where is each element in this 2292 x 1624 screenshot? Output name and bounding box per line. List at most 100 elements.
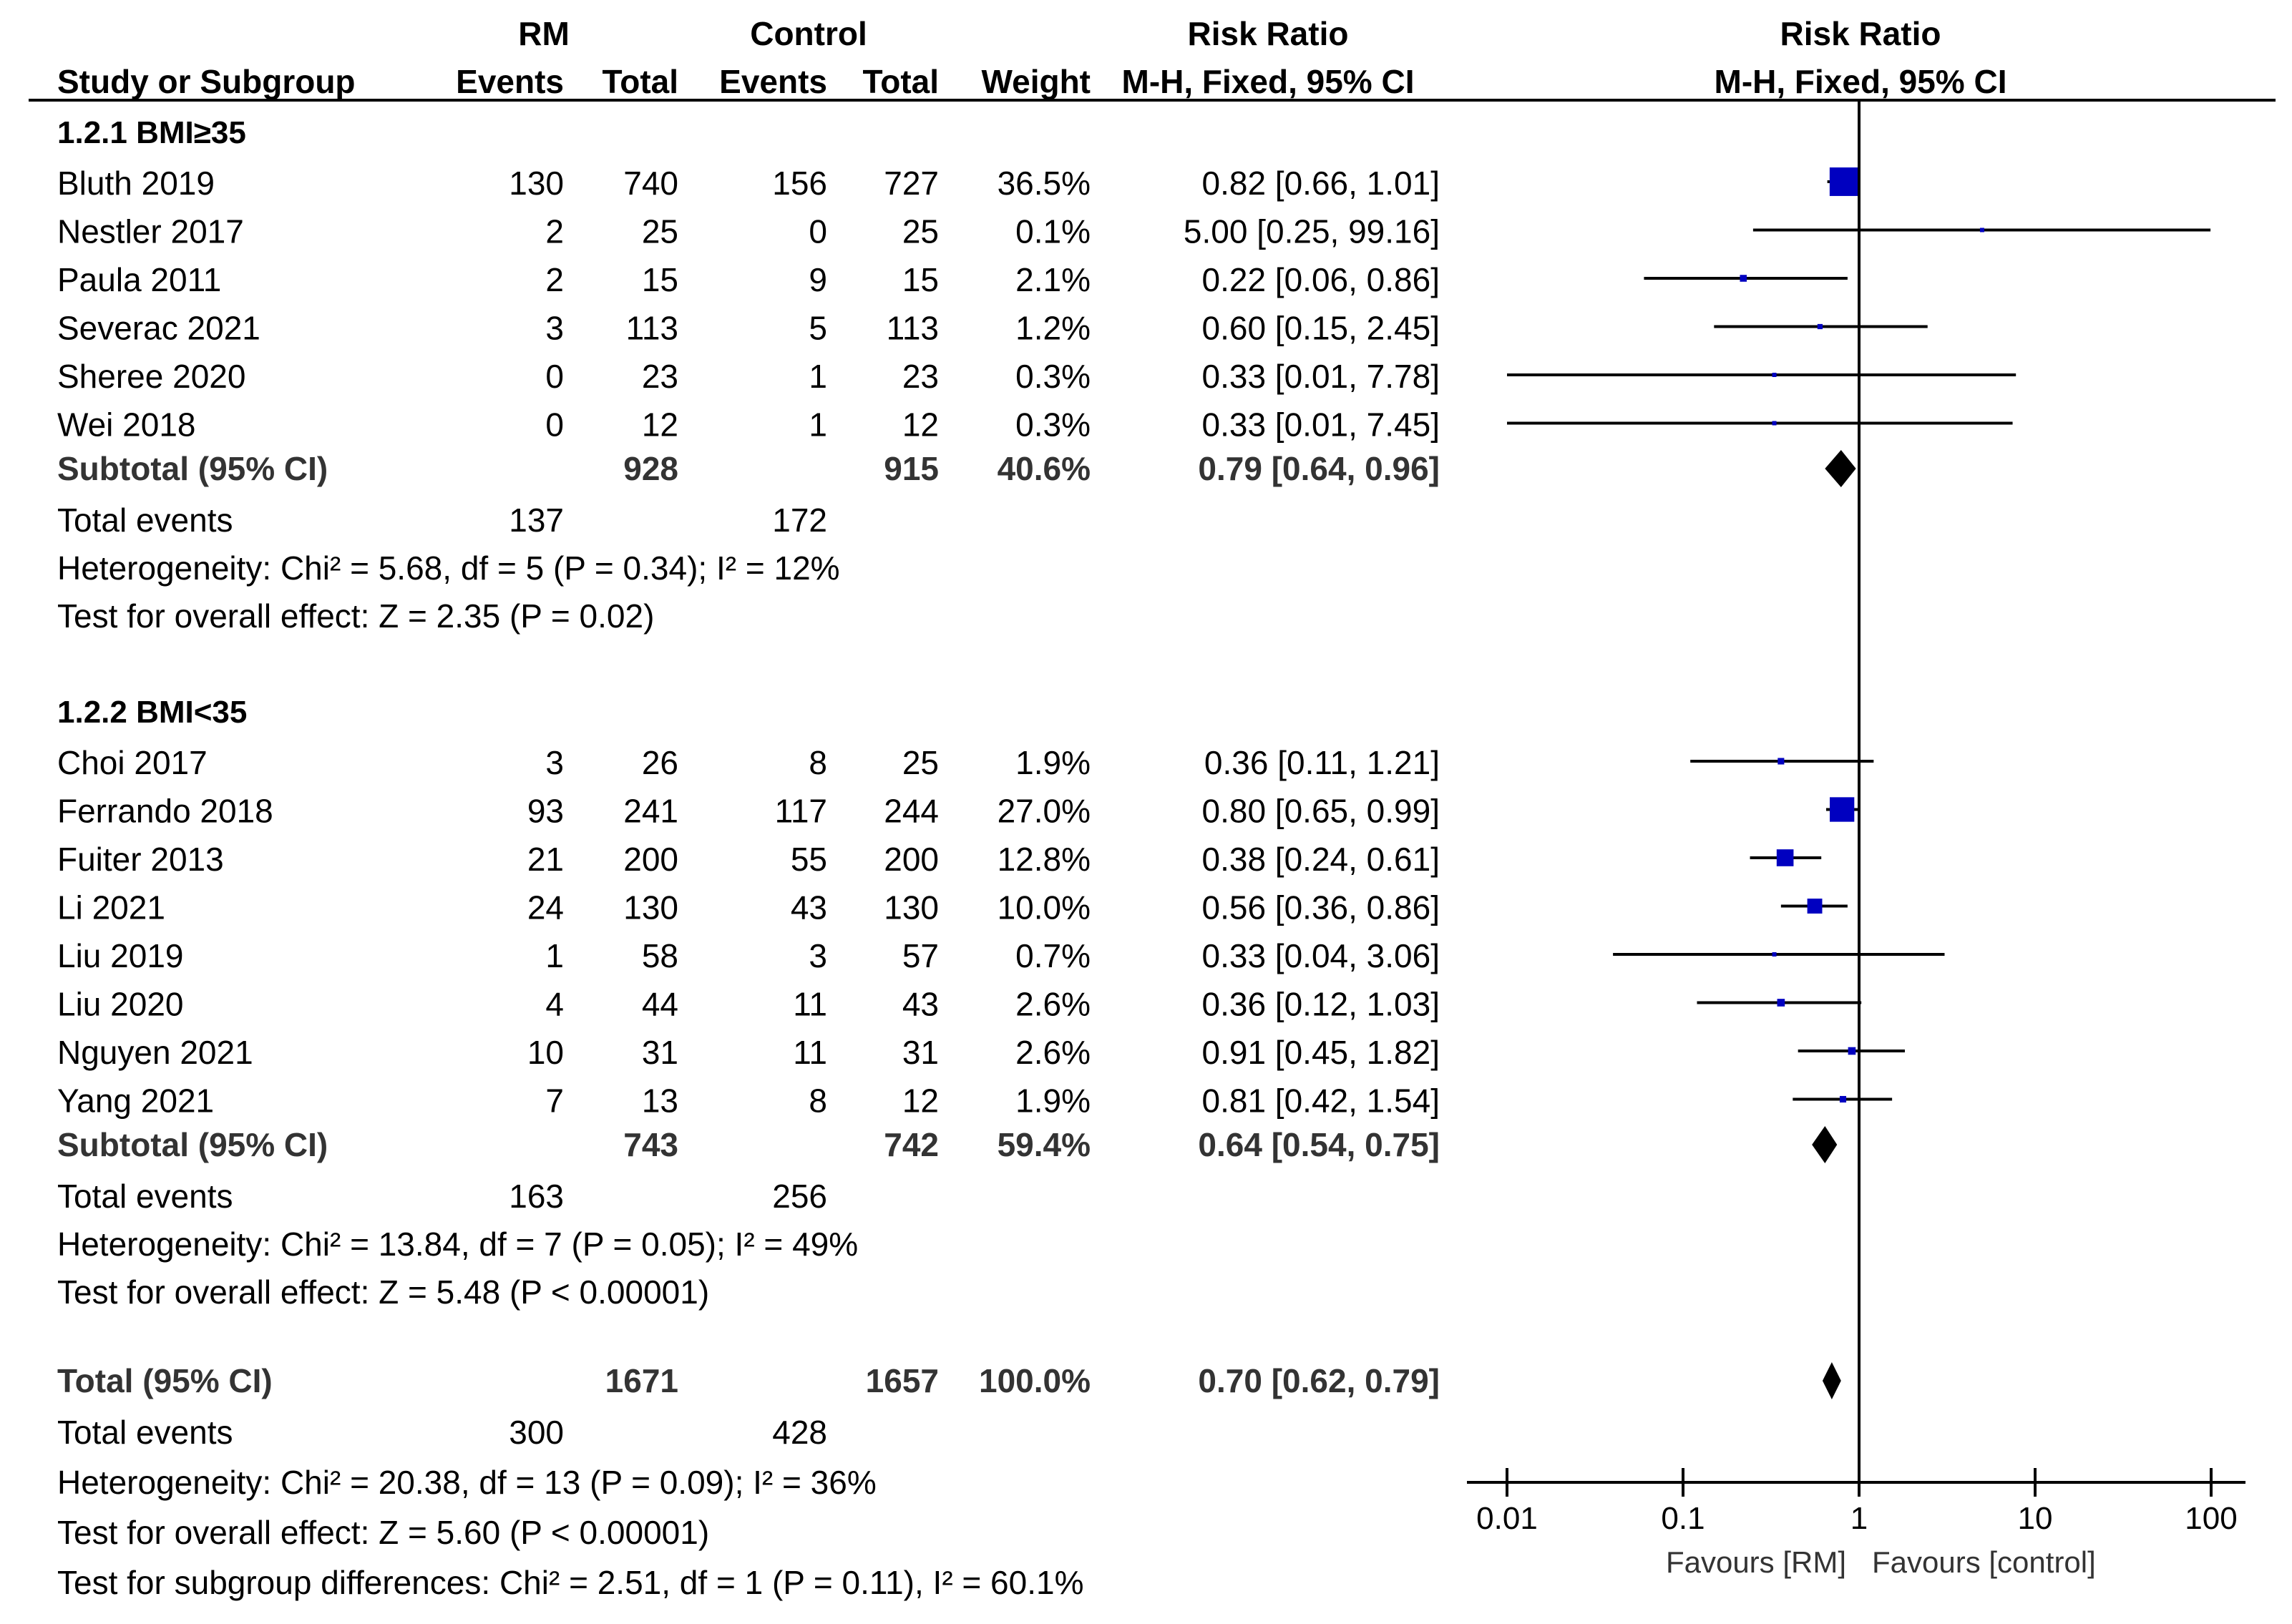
total-events-rm: 137 [509, 502, 564, 539]
subgroup-difference-text: Test for subgroup differences: Chi² = 2.… [57, 1564, 1084, 1601]
study-name: Yang 2021 [57, 1082, 214, 1120]
total-rm: 44 [642, 986, 678, 1023]
point-estimate-square [1772, 952, 1777, 957]
favours-right-label: Favours [control] [1872, 1545, 2096, 1579]
events-rm: 7 [545, 1082, 564, 1120]
header-total-control: Total [863, 63, 939, 100]
events-control: 1 [809, 406, 827, 444]
header-events-control: Events [719, 63, 827, 100]
subtotal-total-rm: 928 [623, 450, 678, 487]
events-control: 3 [809, 937, 827, 974]
total-rm: 58 [642, 937, 678, 974]
header-weight: Weight [982, 63, 1091, 100]
study-weight: 36.5% [998, 165, 1091, 202]
subtotal-total-rm: 743 [623, 1126, 678, 1163]
total-events-rm: 163 [509, 1178, 564, 1215]
point-estimate-square [1830, 797, 1855, 822]
events-rm: 2 [545, 261, 564, 298]
total-events-rm: 300 [509, 1414, 564, 1451]
total-rm: 12 [642, 406, 678, 444]
study-weight: 0.3% [1015, 358, 1091, 395]
study-weight: 10.0% [998, 889, 1091, 926]
header-risk-ratio: Risk Ratio [1188, 15, 1349, 52]
risk-ratio-ci: 0.56 [0.36, 0.86] [1202, 889, 1440, 926]
study-name: Liu 2019 [57, 937, 184, 974]
events-rm: 4 [545, 986, 564, 1023]
study-name: Liu 2020 [57, 986, 184, 1023]
risk-ratio-ci: 5.00 [0.25, 99.16] [1184, 213, 1440, 250]
header-group-rm: RM [518, 15, 570, 52]
study-name: Bluth 2019 [57, 165, 215, 202]
study-weight: 1.9% [1015, 744, 1091, 781]
subtotal-label: Subtotal (95% CI) [57, 450, 328, 487]
study-weight: 27.0% [998, 793, 1091, 830]
risk-ratio-ci: 0.36 [0.12, 1.03] [1202, 986, 1440, 1023]
subtotal-label: Subtotal (95% CI) [57, 1126, 328, 1163]
x-tick-label: 0.1 [1661, 1501, 1705, 1536]
study-name: Wei 2018 [57, 406, 196, 444]
total-rm: 241 [623, 793, 678, 830]
total-events-label: Total events [57, 1414, 233, 1451]
point-estimate-square [1807, 899, 1823, 914]
events-control: 43 [791, 889, 827, 926]
subtotal-total-control: 742 [884, 1126, 939, 1163]
study-weight: 0.7% [1015, 937, 1091, 974]
risk-ratio-ci: 0.60 [0.15, 2.45] [1202, 310, 1440, 347]
risk-ratio-ci: 0.33 [0.01, 7.78] [1202, 358, 1440, 395]
point-estimate-square [1776, 849, 1794, 866]
x-tick-label: 100 [2185, 1501, 2237, 1536]
point-estimate-square [1839, 1095, 1847, 1103]
total-control: 200 [884, 841, 939, 878]
subtotal-weight: 59.4% [998, 1126, 1091, 1163]
events-control: 55 [791, 841, 827, 878]
total-total-rm: 1671 [605, 1362, 678, 1399]
events-control: 1 [809, 358, 827, 395]
subgroup-title: 1.2.1 BMI≥35 [57, 115, 246, 150]
total-control: 727 [884, 165, 939, 202]
subtotal-diamond [1825, 450, 1856, 487]
point-estimate-square [1777, 999, 1785, 1007]
total-events-control: 428 [772, 1414, 827, 1451]
risk-ratio-ci: 0.33 [0.01, 7.45] [1202, 406, 1440, 444]
total-control: 15 [902, 261, 939, 298]
study-weight: 2.1% [1015, 261, 1091, 298]
total-rm: 13 [642, 1082, 678, 1120]
subtotal-weight: 40.6% [998, 450, 1091, 487]
x-tick-label: 1 [1850, 1501, 1868, 1536]
subtotal-ci: 0.79 [0.64, 0.96] [1198, 450, 1440, 487]
overall-effect-text: Test for overall effect: Z = 5.48 (P < 0… [57, 1273, 709, 1311]
total-control: 244 [884, 793, 939, 830]
total-diamond [1822, 1362, 1841, 1399]
total-events-control: 256 [772, 1178, 827, 1215]
events-rm: 130 [509, 165, 564, 202]
total-rm: 130 [623, 889, 678, 926]
subtotal-diamond [1812, 1126, 1838, 1163]
risk-ratio-ci: 0.80 [0.65, 0.99] [1202, 793, 1440, 830]
total-rm: 31 [642, 1034, 678, 1071]
study-name: Choi 2017 [57, 744, 208, 781]
total-control: 25 [902, 213, 939, 250]
total-rm: 26 [642, 744, 678, 781]
study-weight: 1.9% [1015, 1082, 1091, 1120]
events-control: 5 [809, 310, 827, 347]
total-rm: 740 [623, 165, 678, 202]
study-name: Ferrando 2018 [57, 793, 273, 830]
total-label: Total (95% CI) [57, 1362, 273, 1399]
header-method: M-H, Fixed, 95% CI [1122, 63, 1415, 100]
events-control: 9 [809, 261, 827, 298]
heterogeneity-text: Heterogeneity: Chi² = 13.84, df = 7 (P =… [57, 1226, 858, 1263]
total-rm: 23 [642, 358, 678, 395]
study-name: Fuiter 2013 [57, 841, 224, 878]
study-weight: 2.6% [1015, 1034, 1091, 1071]
point-estimate-square [1772, 373, 1777, 377]
total-control: 25 [902, 744, 939, 781]
risk-ratio-ci: 0.36 [0.11, 1.21] [1204, 744, 1440, 781]
study-name: Paula 2011 [57, 261, 221, 298]
table-header: RM Control Risk Ratio Risk Ratio Study o… [57, 15, 2006, 100]
events-control: 0 [809, 213, 827, 250]
total-control: 23 [902, 358, 939, 395]
overall-effect-text: Test for overall effect: Z = 2.35 (P = 0… [57, 597, 654, 635]
heterogeneity-text: Heterogeneity: Chi² = 20.38, df = 13 (P … [57, 1464, 877, 1501]
